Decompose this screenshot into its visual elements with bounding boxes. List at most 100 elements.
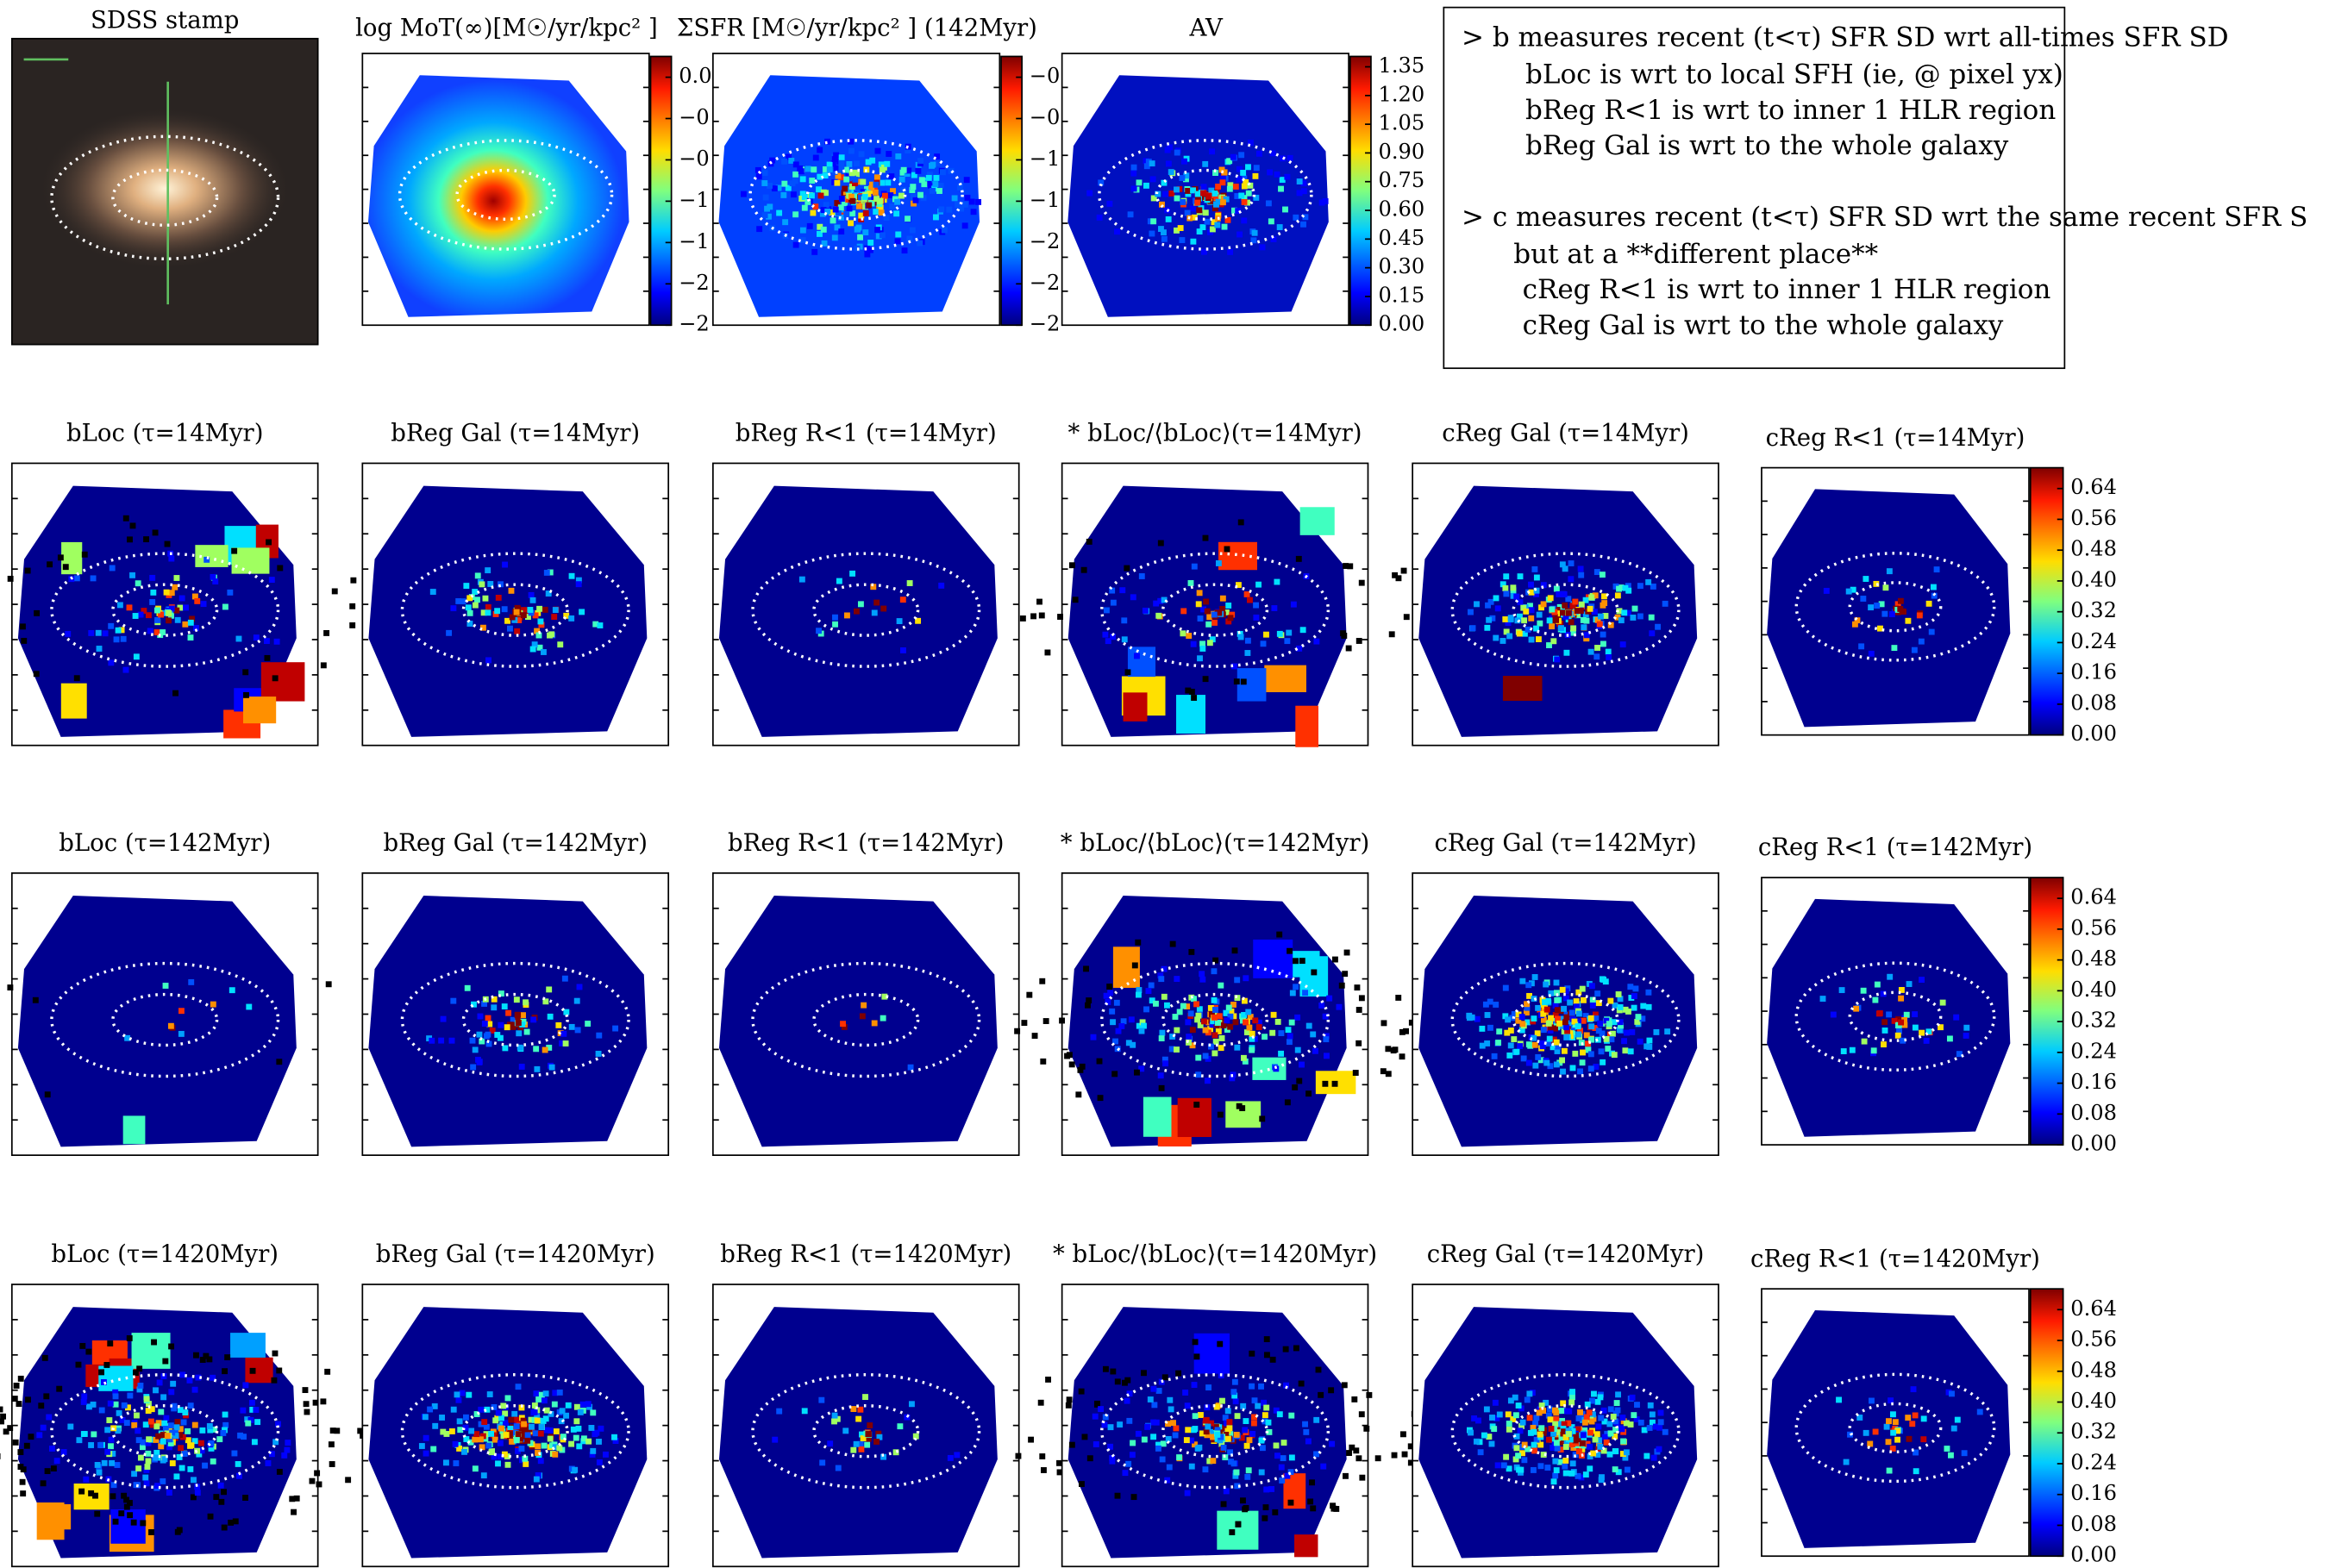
map-pixel: [328, 1441, 335, 1448]
map-pixel: [1582, 597, 1589, 603]
colorbar-label: −0: [1030, 64, 1061, 88]
map-pixel: [920, 195, 927, 202]
map-pixel: [1612, 1427, 1619, 1433]
map-pixel: [1322, 1080, 1329, 1087]
colorbar-label: 0.24: [2070, 1039, 2117, 1063]
map-pixel: [28, 1434, 34, 1440]
map-pixel: [1963, 1024, 1970, 1031]
map-pixel: [798, 576, 805, 583]
map-pixel: [1569, 1065, 1576, 1071]
map-pixel: [154, 607, 160, 614]
map-pixel: [169, 1429, 176, 1436]
map-pixel: [1391, 1452, 1398, 1459]
map-pixel: [1106, 200, 1113, 207]
colorbar-label: −0: [679, 105, 710, 129]
map-pixel: [1597, 613, 1604, 620]
map-pixel: [522, 1433, 528, 1440]
map-pixel: [1111, 1071, 1118, 1078]
map-pixel: [85, 1348, 92, 1355]
map-pixel: [108, 1436, 115, 1443]
map-pixel: [11, 1396, 18, 1402]
map-pixel: [1493, 1002, 1499, 1008]
map-pixel: [590, 1409, 597, 1416]
map-pixel: [463, 583, 470, 590]
map-pixel: [1236, 166, 1243, 172]
map-pixel: [1485, 602, 1491, 609]
map-pixel: [1191, 214, 1198, 221]
map-pixel: [562, 1040, 569, 1046]
map-pixel: [1305, 1438, 1312, 1445]
map-pixel: [1569, 1427, 1576, 1434]
map-pixel: [1282, 1346, 1289, 1352]
map-pixel: [899, 647, 906, 653]
map-pixel: [178, 1008, 185, 1015]
map-pixel: [1226, 185, 1233, 192]
map-pixel: [1110, 1368, 1117, 1375]
map-pixel: [585, 1401, 592, 1408]
map-pixel: [1255, 1024, 1262, 1030]
map-pixel: [1894, 1436, 1901, 1443]
hlr-ellipse: [50, 1373, 280, 1490]
map-pixel: [510, 1016, 517, 1023]
map-pixel: [281, 1452, 288, 1459]
map-pixel: [925, 174, 932, 181]
map-pixel: [1578, 1474, 1585, 1481]
map-pixel: [1581, 624, 1587, 631]
map-pixel: [481, 1001, 487, 1007]
map-pixel: [44, 1468, 51, 1475]
map-pixel: [1197, 655, 1203, 662]
map-pixel: [819, 1459, 826, 1466]
map-pixel: [1562, 1463, 1568, 1470]
map-pixel: [573, 997, 580, 1004]
map-pixel: [1243, 1019, 1249, 1026]
map-pixel: [1912, 1011, 1919, 1018]
map-pixel: [504, 1461, 511, 1468]
map-pixel: [1255, 1402, 1262, 1409]
map-pixel: [1109, 1458, 1116, 1465]
map-pixel: [515, 1384, 522, 1390]
map-pixel: [1155, 612, 1162, 619]
map-pixel: [172, 690, 178, 697]
map-pixel: [1471, 1415, 1478, 1421]
map-pixel: [494, 1032, 501, 1038]
map-pixel: [349, 622, 356, 628]
map-pixel: [1057, 614, 1063, 620]
map-pixel: [1207, 1026, 1213, 1033]
map-pixel: [1616, 585, 1622, 592]
map-pixel: [1891, 645, 1898, 652]
note-line: > c measures recent (t<τ) SFR SD wrt the…: [1462, 202, 2307, 233]
map-pixel: [98, 1407, 105, 1414]
map-pixel: [135, 1465, 142, 1471]
map-pixel: [1547, 1406, 1553, 1413]
map-pixel: [67, 1423, 74, 1430]
map-region: [1502, 676, 1543, 702]
map-pixel: [20, 1490, 27, 1497]
map-pixel: [1359, 1474, 1366, 1481]
map-pixel: [1143, 182, 1149, 189]
map-pixel: [1528, 615, 1535, 622]
map-pixel: [1190, 187, 1197, 194]
map-pixel: [1553, 1409, 1560, 1416]
map-pixel: [1202, 534, 1209, 541]
map-pixel: [272, 1439, 279, 1446]
map-pixel: [1913, 1449, 1919, 1456]
map-pixel: [160, 1394, 167, 1401]
map-pixel: [174, 1419, 181, 1425]
map-pixel: [572, 1466, 579, 1473]
map-pixel: [1230, 1013, 1237, 1020]
map-pixel: [80, 1431, 87, 1438]
map-pixel: [334, 1427, 341, 1434]
map-pixel: [116, 1409, 122, 1416]
map-pixel: [769, 157, 776, 164]
map-pixel: [145, 1458, 152, 1465]
map-pixel: [1214, 1427, 1221, 1434]
map-pixel: [1153, 600, 1160, 607]
map-pixel: [1606, 1021, 1612, 1028]
map-pixel: [479, 581, 485, 588]
map-pixel: [194, 597, 201, 604]
map-pixel: [179, 1434, 186, 1440]
map-pixel: [521, 1421, 528, 1427]
map-pixel: [1042, 1018, 1049, 1024]
map-pixel: [491, 1004, 498, 1011]
